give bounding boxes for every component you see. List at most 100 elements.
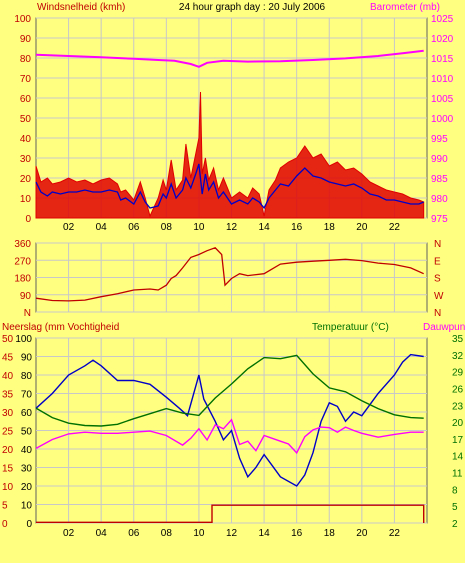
y-tick-label-barometer: 1010 xyxy=(431,74,454,85)
y-tick-label-wind: 40 xyxy=(20,134,32,145)
y-tick-label-humidity: 60 xyxy=(21,408,33,419)
wind-speed-line xyxy=(35,163,424,210)
y-tick-label-rain: 10 xyxy=(2,482,14,493)
barometer-line xyxy=(35,49,424,68)
y-tick-label-temperature: 17 xyxy=(452,435,464,446)
y-tick-label-humidity: 40 xyxy=(21,445,33,456)
y-tick-label-rain: 15 xyxy=(2,464,14,475)
y-tick-label-barometer: 985 xyxy=(431,174,448,185)
y-tick-label-temperature: 26 xyxy=(452,384,464,395)
x-tick-label: 22 xyxy=(389,222,401,233)
x-tick-label: 18 xyxy=(324,222,336,233)
rain-axis-title: Neerslag (mm Vochtigheid xyxy=(2,322,119,333)
y-tick-label-temperature: 35 xyxy=(452,334,464,345)
y-tick-label-temperature: 5 xyxy=(452,502,458,513)
y-tick-label-rain: 20 xyxy=(2,445,14,456)
x-tick-label: 04 xyxy=(96,528,108,539)
compass-label: N xyxy=(434,239,441,250)
y-tick-label-barometer: 990 xyxy=(431,154,448,165)
y-tick-label-direction: 90 xyxy=(20,291,32,302)
humidity-line xyxy=(35,353,424,487)
y-tick-label-wind: 70 xyxy=(20,74,32,85)
x-tick-label: 16 xyxy=(291,528,303,539)
y-tick-label-wind: 10 xyxy=(20,194,32,205)
dewpoint-axis-title: Dauwpunt xyxy=(423,322,465,333)
x-tick-label: 06 xyxy=(128,528,140,539)
y-tick-label-direction: 270 xyxy=(14,256,31,267)
chart-title: 24 hour graph day : 20 July 2006 xyxy=(179,2,326,13)
y-tick-label-barometer: 975 xyxy=(431,214,448,225)
y-tick-label-temperature: 23 xyxy=(452,401,464,412)
y-tick-label-wind: 30 xyxy=(20,154,32,165)
y-tick-label-rain: 25 xyxy=(2,427,14,438)
x-tick-label: 10 xyxy=(193,222,205,233)
y-tick-label-direction: N xyxy=(24,308,31,319)
dewpoint-line xyxy=(35,418,424,455)
y-tick-label-temperature: 2 xyxy=(452,519,458,530)
y-tick-label-wind: 90 xyxy=(20,34,32,45)
y-tick-label-humidity: 70 xyxy=(21,390,33,401)
y-tick-label-rain: 40 xyxy=(2,371,14,382)
y-tick-label-barometer: 980 xyxy=(431,194,448,205)
y-tick-label-direction: 360 xyxy=(14,239,31,250)
y-tick-label-rain: 50 xyxy=(2,334,14,345)
y-tick-label-humidity: 90 xyxy=(21,353,33,364)
x-tick-label: 20 xyxy=(356,528,368,539)
compass-label: S xyxy=(434,274,441,285)
x-tick-label: 02 xyxy=(63,528,75,539)
y-tick-label-rain: 0 xyxy=(2,519,8,530)
y-tick-label-humidity: 30 xyxy=(21,464,33,475)
temperature-axis-title: Temperatuur (°C) xyxy=(312,322,389,333)
x-tick-label: 10 xyxy=(193,528,205,539)
y-tick-label-direction: 180 xyxy=(14,274,31,285)
y-tick-label-wind: 80 xyxy=(20,54,32,65)
x-tick-label: 16 xyxy=(291,222,303,233)
y-tick-label-wind: 60 xyxy=(20,94,32,105)
y-tick-label-wind: 50 xyxy=(20,114,32,125)
barometer-axis-title: Barometer (mb) xyxy=(370,2,440,13)
y-tick-label-humidity: 0 xyxy=(26,519,32,530)
y-tick-label-barometer: 1025 xyxy=(431,14,454,25)
y-tick-label-temperature: 29 xyxy=(452,368,464,379)
compass-label: W xyxy=(434,291,444,302)
y-tick-label-barometer: 1005 xyxy=(431,94,454,105)
wind-gust-area xyxy=(35,91,425,219)
y-tick-label-wind: 20 xyxy=(20,174,32,185)
x-tick-label: 12 xyxy=(226,222,238,233)
chart-header: Windsnelheid (kmh) 24 hour graph day : 2… xyxy=(37,2,440,13)
y-tick-label-barometer: 1020 xyxy=(431,34,454,45)
compass-label: E xyxy=(434,256,441,267)
y-tick-label-barometer: 1015 xyxy=(431,54,454,65)
x-tick-label: 22 xyxy=(389,528,401,539)
x-tick-label: 08 xyxy=(161,528,173,539)
y-tick-label-humidity: 50 xyxy=(21,427,33,438)
x-tick-label: 14 xyxy=(259,528,271,539)
y-tick-label-temperature: 8 xyxy=(452,485,458,496)
x-tick-label: 12 xyxy=(226,528,238,539)
y-tick-label-rain: 30 xyxy=(2,408,14,419)
y-tick-label-barometer: 995 xyxy=(431,134,448,145)
y-tick-label-wind: 0 xyxy=(25,214,31,225)
panel-wind-barometer: 0102030405060708090100975980985990995100… xyxy=(14,14,453,233)
rain-line xyxy=(36,504,425,523)
temperature-line xyxy=(35,354,424,427)
x-tick-label: 18 xyxy=(324,528,336,539)
wind-direction-line xyxy=(35,247,424,302)
y-tick-label-humidity: 80 xyxy=(21,371,33,382)
y-tick-label-temperature: 32 xyxy=(452,351,464,362)
y-tick-label-humidity: 20 xyxy=(21,482,33,493)
y-tick-label-rain: 35 xyxy=(2,390,14,401)
wind-speed-axis-title: Windsnelheid (kmh) xyxy=(37,2,125,13)
y-tick-label-wind: 100 xyxy=(14,14,31,25)
x-tick-label: 08 xyxy=(161,222,173,233)
x-tick-label: 06 xyxy=(128,222,140,233)
x-tick-label: 20 xyxy=(356,222,368,233)
compass-label: N xyxy=(434,308,441,319)
y-tick-label-rain: 45 xyxy=(2,353,14,364)
y-tick-label-rain: 5 xyxy=(2,501,8,512)
y-tick-label-humidity: 100 xyxy=(15,334,32,345)
y-tick-label-humidity: 10 xyxy=(21,501,33,512)
